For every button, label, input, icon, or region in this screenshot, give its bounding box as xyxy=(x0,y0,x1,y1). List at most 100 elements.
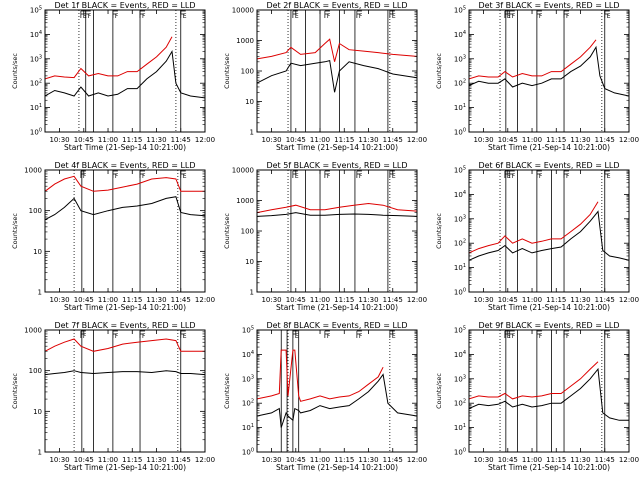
flag-marker-label: E xyxy=(607,173,611,180)
chart-title: Det 7f BLACK = Events, RED = LLD xyxy=(54,321,195,330)
x-axis-label: Start Time (21-Sep-14 10:21:00) xyxy=(276,303,398,312)
flag-marker xyxy=(112,170,118,178)
chart-panel: E F F E 10:30 10:45 11:00 11:15 11:30 11:45 12:00 1… xyxy=(223,161,427,312)
chart-panel: E F F F E10:30 10:45 11:00 11:15 11:30 11:45 12:00… xyxy=(435,161,639,312)
y-tick-label: 105 xyxy=(454,166,466,175)
y-tick-label: 1 xyxy=(250,289,254,297)
flag-marker xyxy=(80,330,86,338)
y-tick-label: 1 xyxy=(250,129,254,137)
y-tick-label: 1 xyxy=(38,289,42,297)
x-tick-label: 11:30 xyxy=(358,456,378,464)
x-tick-label: 11:15 xyxy=(122,136,142,144)
y-axis-label: Counts/sec xyxy=(223,213,231,249)
x-tick-label: 12:00 xyxy=(407,456,427,464)
x-tick-label: 10:30 xyxy=(473,456,493,464)
y-tick-label: 105 xyxy=(242,326,254,335)
x-tick-label: 11:45 xyxy=(171,296,191,304)
x-tick-label: 10:45 xyxy=(286,136,306,144)
chart-title: Det 9f BLACK = Events, RED = LLD xyxy=(478,321,619,330)
lld-series-line xyxy=(257,202,417,214)
flag-marker-label: E xyxy=(507,13,511,20)
flag-marker xyxy=(324,10,330,18)
flag-marker-label: F xyxy=(327,333,331,340)
x-tick-label: 11:15 xyxy=(546,296,566,304)
plot-frame xyxy=(44,9,206,133)
y-tick-label: 104 xyxy=(242,350,254,359)
x-tick-label: 10:30 xyxy=(49,456,69,464)
flag-marker xyxy=(80,170,86,178)
x-tick-label: 12:00 xyxy=(619,456,639,464)
lld-series-line xyxy=(45,175,205,192)
y-tick-label: 101 xyxy=(242,423,254,432)
flag-marker-label: F xyxy=(83,333,87,340)
chart-title: Det 6f BLACK = Events, RED = LLD xyxy=(478,161,619,170)
y-tick-label: 1000 xyxy=(236,197,254,205)
x-axis-label: Start Time (21-Sep-14 10:21:00) xyxy=(64,143,186,152)
flag-marker xyxy=(292,170,298,178)
y-tick-label: 101 xyxy=(454,423,466,432)
y-axis-label: Counts/sec xyxy=(223,373,231,409)
flag-marker xyxy=(356,10,362,18)
flag-marker xyxy=(563,170,570,178)
lld-series-line xyxy=(45,338,205,352)
flag-marker xyxy=(85,10,91,18)
x-tick-label: 10:45 xyxy=(286,456,306,464)
y-tick-label: 100 xyxy=(454,288,466,297)
flag-marker-label: E xyxy=(507,333,511,340)
x-tick-label: 10:30 xyxy=(261,456,281,464)
flag-marker-label: F xyxy=(566,333,570,340)
lld-series-line xyxy=(469,361,599,400)
x-tick-label: 12:00 xyxy=(195,456,215,464)
flag-marker xyxy=(80,10,86,18)
chart-panel: F F F E 10:30 10:45 11:00 11:15 11:30 11:45 12:00 1… xyxy=(11,321,215,472)
x-tick-label: 11:45 xyxy=(595,136,615,144)
flag-marker xyxy=(324,330,330,338)
x-tick-label: 11:00 xyxy=(98,456,118,464)
x-tick-label: 11:30 xyxy=(570,456,590,464)
plot-frame xyxy=(256,169,418,293)
flag-marker-label: F xyxy=(512,13,516,20)
flag-marker-label: F xyxy=(566,173,570,180)
flag-marker-label: F xyxy=(142,333,146,340)
events-series-line xyxy=(257,212,417,217)
flag-marker-label: F xyxy=(512,333,516,340)
x-tick-label: 11:00 xyxy=(522,136,542,144)
x-tick-label: 11:15 xyxy=(546,136,566,144)
chart-panel: F F F E 10:30 10:45 11:00 11:15 11:30 11:45 12:00 1… xyxy=(11,161,215,312)
plot-frame xyxy=(256,9,418,133)
flag-marker-label: F xyxy=(88,13,92,20)
x-tick-label: 11:30 xyxy=(570,296,590,304)
plot-frame xyxy=(44,169,206,293)
x-tick-label: 11:45 xyxy=(595,296,615,304)
x-tick-label: 11:00 xyxy=(522,296,542,304)
flag-marker xyxy=(536,170,542,178)
x-tick-label: 12:00 xyxy=(195,136,215,144)
flag-marker-label: F xyxy=(115,173,119,180)
y-tick-label: 100 xyxy=(241,228,254,236)
y-tick-label: 100 xyxy=(454,128,466,137)
x-tick-label: 12:00 xyxy=(619,296,639,304)
y-tick-label: 103 xyxy=(454,374,466,383)
y-tick-label: 10 xyxy=(245,98,254,106)
flag-marker xyxy=(112,330,118,338)
x-tick-label: 10:45 xyxy=(74,136,94,144)
events-series-line xyxy=(45,370,205,376)
y-tick-label: 102 xyxy=(454,79,466,88)
y-tick-label: 104 xyxy=(454,190,466,199)
x-tick-label: 11:00 xyxy=(98,136,118,144)
y-tick-label: 104 xyxy=(30,30,42,39)
flag-marker-label: F xyxy=(327,173,331,180)
flag-marker xyxy=(389,330,395,338)
flag-marker xyxy=(509,170,515,178)
y-axis-label: Counts/sec xyxy=(435,373,443,409)
flag-marker xyxy=(536,10,542,18)
x-tick-label: 11:30 xyxy=(146,136,166,144)
y-axis-label: Counts/sec xyxy=(11,213,19,249)
flag-marker xyxy=(112,10,118,18)
x-tick-label: 11:00 xyxy=(310,136,330,144)
y-tick-label: 101 xyxy=(454,263,466,272)
y-tick-label: 10 xyxy=(33,408,42,416)
x-tick-label: 11:45 xyxy=(171,136,191,144)
x-tick-label: 10:45 xyxy=(498,136,518,144)
x-tick-label: 11:30 xyxy=(146,296,166,304)
